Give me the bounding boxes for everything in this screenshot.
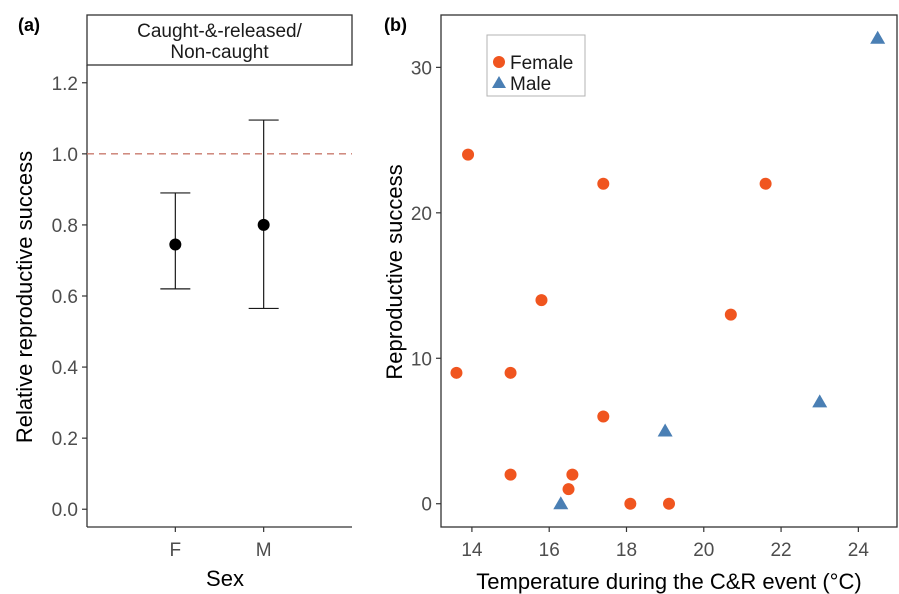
data-point-female xyxy=(724,308,737,321)
data-point-female xyxy=(663,497,675,510)
data-point-female xyxy=(450,366,463,379)
x-tick-label: 16 xyxy=(539,540,560,561)
panel-a-label: (a) xyxy=(18,15,40,35)
x-tick-label: 20 xyxy=(693,540,714,561)
strip-box xyxy=(86,14,353,66)
data-point-male xyxy=(657,423,673,437)
panel-b-x-axis-title: Temperature during the C&R event (°C) xyxy=(476,569,861,594)
y-tick-label: 20 xyxy=(411,204,432,225)
legend-female-label: Female xyxy=(510,53,573,74)
panel-a-y-axis-title: Relative reproductive success xyxy=(12,151,37,443)
data-point-male xyxy=(553,496,569,510)
x-tick-label: M xyxy=(256,540,272,561)
panel-a-strip: Caught-&-released/ Non-caught xyxy=(86,14,353,66)
data-point-female xyxy=(624,497,637,510)
y-tick-label: 0 xyxy=(421,495,432,516)
strip-line-2: Non-caught xyxy=(170,42,269,63)
legend: Female Male xyxy=(486,34,586,97)
y-tick-label: 0.4 xyxy=(52,358,79,379)
panel-b: (b) 0 10 20 30 14 16 18 20 22 24 Female Male Tem… xyxy=(382,14,898,594)
data-point-female xyxy=(535,294,548,307)
panel-b-frame xyxy=(440,14,898,528)
data-point-female xyxy=(562,483,575,496)
data-point-f xyxy=(169,238,182,251)
panel-b-label: (b) xyxy=(384,15,407,35)
data-point-m xyxy=(257,218,270,231)
y-tick-label: 0.0 xyxy=(52,500,78,521)
x-tick-label: 14 xyxy=(461,540,483,561)
data-point-female xyxy=(597,410,610,423)
panel-a: (a) Caught-&-released/ Non-caught 0.0 0.2… xyxy=(12,14,353,591)
data-point-female xyxy=(566,468,579,481)
legend-female-marker xyxy=(493,56,505,68)
data-point-female xyxy=(759,177,772,190)
y-tick-label: 10 xyxy=(411,349,432,370)
strip-line-1: Caught-&-released/ xyxy=(137,21,302,42)
y-tick-label: 1.0 xyxy=(52,145,78,166)
y-tick-label: 1.2 xyxy=(52,74,78,95)
y-tick-label: 30 xyxy=(411,58,432,79)
y-tick-label: 0.2 xyxy=(52,429,78,450)
legend-male-label: Male xyxy=(510,74,551,95)
panel-a-x-axis-title: Sex xyxy=(206,566,244,591)
x-tick-label: 24 xyxy=(848,540,870,561)
y-tick-label: 0.8 xyxy=(52,216,78,237)
data-point-female xyxy=(462,148,475,161)
x-tick-label: 18 xyxy=(616,540,637,561)
data-point-female xyxy=(504,468,517,481)
panel-b-y-axis-title: Reproductive success xyxy=(382,164,407,379)
data-point-female xyxy=(597,177,610,190)
x-tick-label: 22 xyxy=(770,540,791,561)
y-tick-label: 0.6 xyxy=(52,287,78,308)
x-tick-label: F xyxy=(170,540,182,561)
data-point-female xyxy=(504,366,517,379)
panel-b-plot-area: 0 10 20 30 14 16 18 20 22 24 xyxy=(411,14,898,561)
data-point-male xyxy=(870,30,886,44)
data-point-male xyxy=(812,394,828,408)
legend-male-marker xyxy=(492,76,506,88)
panel-a-plot-area: 0.0 0.2 0.4 0.6 0.8 1.0 1.2 F M xyxy=(52,65,352,561)
